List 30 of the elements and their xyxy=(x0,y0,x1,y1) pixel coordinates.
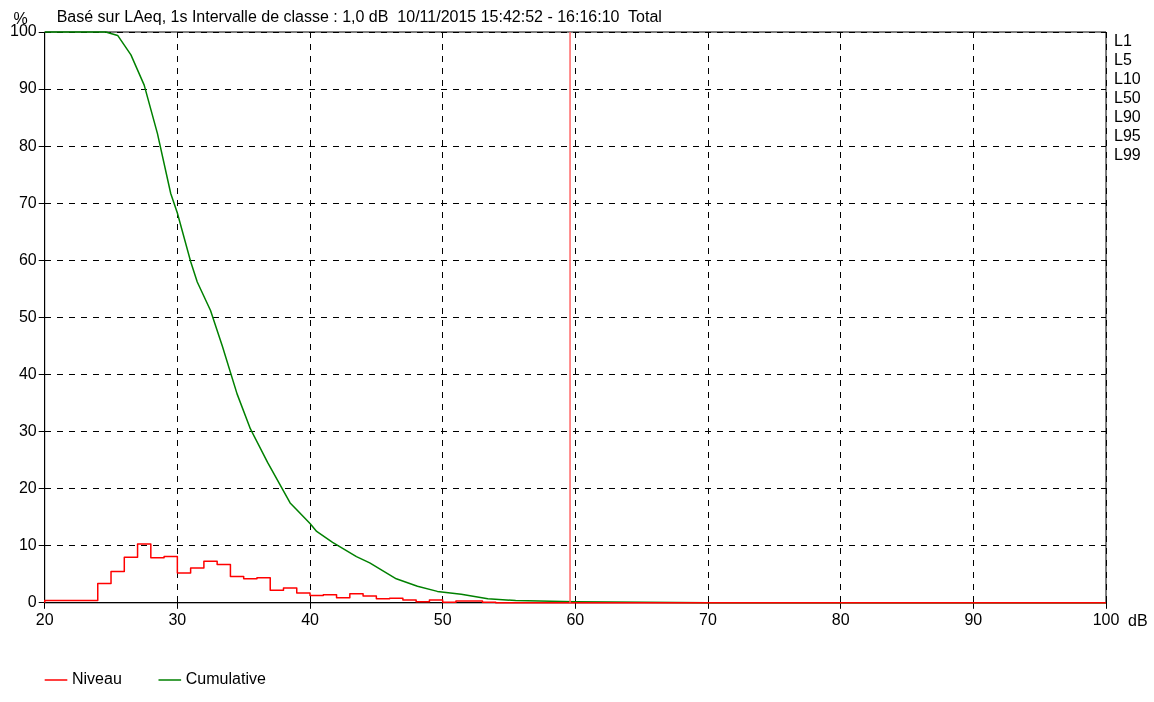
x-tick-label: 50 xyxy=(433,610,452,628)
y-tick-label: 90 xyxy=(18,79,37,97)
chart-title: Basé sur LAeq, 1s Intervalle de classe : 1,0 dB 10/11/2015 15:42:52 - 16:16:10 Total xyxy=(56,8,662,26)
text: L90 xyxy=(1114,108,1141,126)
x-tick-label: 80 xyxy=(831,610,850,628)
text: L95 xyxy=(1114,127,1141,145)
legend-label: Cumulative xyxy=(185,670,266,688)
x-tick-label: 60 xyxy=(566,610,585,628)
y-tick-label: 0 xyxy=(27,593,37,611)
y-tick-label: 60 xyxy=(18,250,37,268)
x-tick-label: 30 xyxy=(168,610,187,628)
y-tick-label: 40 xyxy=(18,364,37,382)
y-tick-label: 10 xyxy=(18,536,37,554)
text: L99 xyxy=(1114,146,1141,164)
legend-label: Niveau xyxy=(72,670,122,688)
text: L5 xyxy=(1114,51,1132,69)
x-tick-label: 40 xyxy=(301,610,320,628)
y-tick-label: 70 xyxy=(18,193,37,211)
x-tick-label: 90 xyxy=(964,610,983,628)
text: L1 xyxy=(1114,32,1132,50)
x-tick-label: 100 xyxy=(1092,610,1120,628)
y-tick-label: 50 xyxy=(18,307,37,325)
y-tick-label: 20 xyxy=(18,479,37,497)
text: L50 xyxy=(1114,89,1141,107)
x-tick-label: 70 xyxy=(699,610,718,628)
text: L10 xyxy=(1114,70,1141,88)
y-tick-label: 80 xyxy=(18,136,37,154)
y-tick-label: 30 xyxy=(18,421,37,439)
x-tick-label: 20 xyxy=(35,610,54,628)
x-axis-title: dB xyxy=(1128,612,1148,630)
